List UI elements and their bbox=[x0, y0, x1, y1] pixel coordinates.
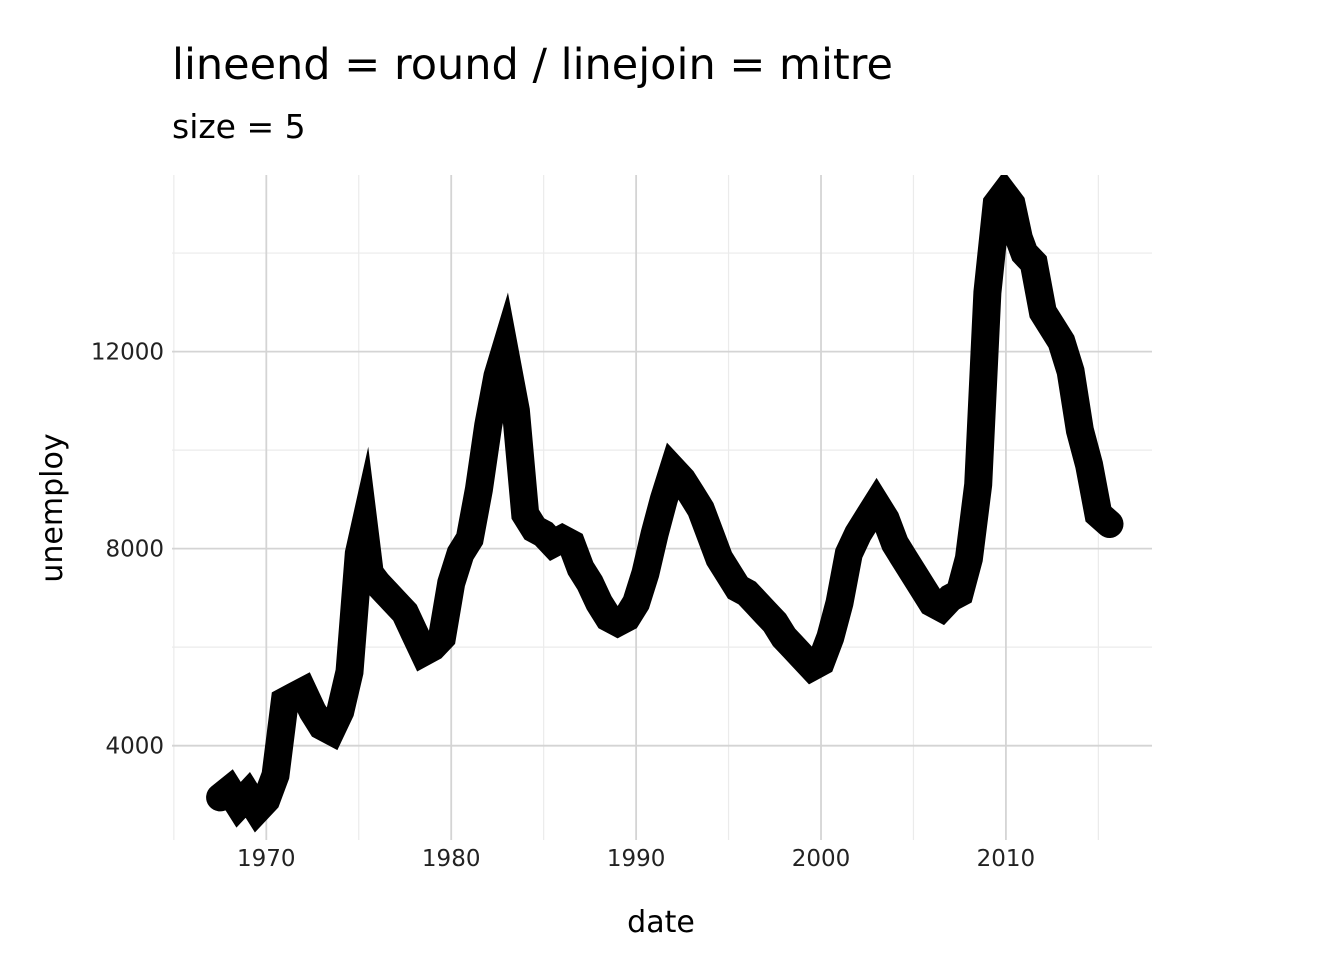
x-tick-label: 2010 bbox=[977, 846, 1036, 872]
chart-title: lineend = round / linejoin = mitre bbox=[172, 40, 893, 90]
y-tick-label: 12000 bbox=[91, 340, 164, 366]
y-tick-label: 4000 bbox=[105, 734, 164, 760]
y-axis-title: unemploy bbox=[35, 433, 70, 582]
y-tick-label: 8000 bbox=[105, 537, 164, 563]
x-axis-ticks: 1970 1980 1990 2000 2010 bbox=[237, 846, 1035, 872]
x-tick-label: 1980 bbox=[422, 846, 481, 872]
series-layer bbox=[206, 175, 1124, 833]
y-axis-ticks: 4000 8000 12000 bbox=[91, 340, 164, 760]
x-tick-label: 1990 bbox=[607, 846, 666, 872]
x-tick-label: 2000 bbox=[792, 846, 851, 872]
series-line bbox=[206, 175, 1124, 833]
x-tick-label: 1970 bbox=[237, 846, 296, 872]
chart-subtitle: size = 5 bbox=[172, 107, 306, 146]
x-axis-title: date bbox=[627, 905, 695, 940]
